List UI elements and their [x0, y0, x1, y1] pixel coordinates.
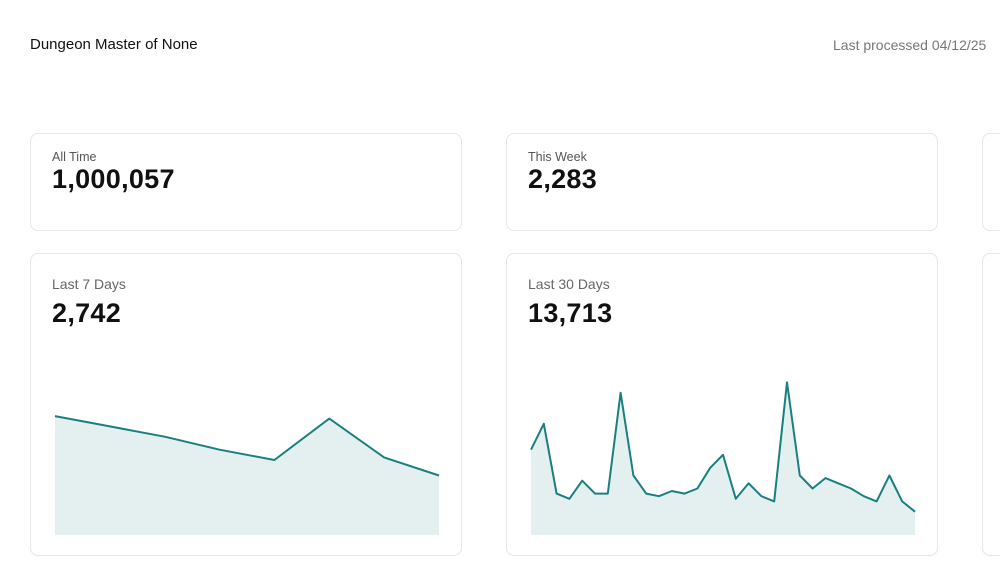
card-label: Last 7 Days	[52, 276, 126, 292]
card-value: 1,000,057	[52, 164, 175, 194]
card-value: 2,742	[52, 298, 122, 328]
last-30-days-chart	[530, 381, 916, 535]
page-title: Dungeon Master of None	[30, 36, 198, 53]
card-label: All Time	[52, 150, 97, 164]
area-fill	[531, 382, 915, 535]
series-line	[54, 415, 440, 477]
card-label: Last 30 Days	[528, 276, 610, 292]
last-7-days-card[interactable]: Last 7 Days 2,742	[30, 253, 462, 556]
last-processed-text: Last processed 04/12/25	[833, 37, 987, 53]
area-fill	[55, 416, 439, 535]
card-value: 13,713	[528, 298, 613, 328]
card-label: This Week	[528, 150, 587, 164]
this-week-card[interactable]: This Week 2,283	[506, 133, 938, 231]
all-time-card[interactable]: All Time 1,000,057	[30, 133, 462, 231]
card-value: 2,283	[528, 164, 598, 194]
partial-chart-card[interactable]	[982, 253, 1000, 556]
partial-card[interactable]	[982, 133, 1000, 231]
last-7-days-chart	[54, 415, 440, 535]
series-line	[530, 381, 916, 513]
last-30-days-card[interactable]: Last 30 Days 13,713	[506, 253, 938, 556]
